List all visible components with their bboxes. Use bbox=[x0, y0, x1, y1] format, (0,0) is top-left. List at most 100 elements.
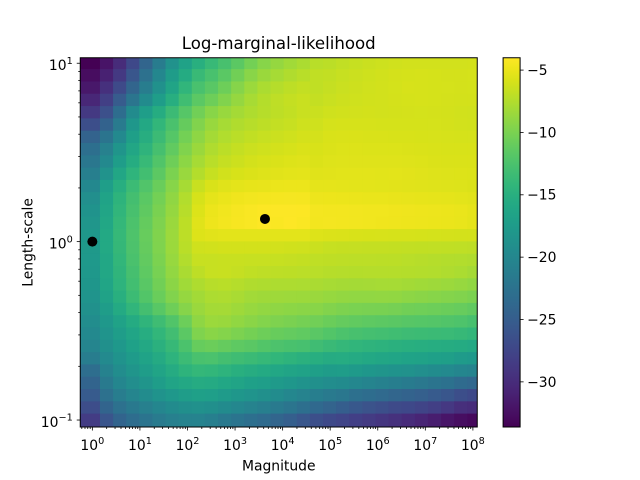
heatmap-cell bbox=[99, 302, 114, 316]
heatmap-cell bbox=[454, 216, 468, 230]
heatmap-cell bbox=[309, 389, 324, 402]
heatmap-cell bbox=[349, 266, 363, 279]
heatmap-cell bbox=[441, 389, 455, 402]
heatmap-cell bbox=[139, 253, 154, 267]
heatmap-cell bbox=[427, 69, 442, 83]
heatmap-cell bbox=[349, 253, 363, 267]
heatmap-cell bbox=[113, 278, 127, 292]
heatmap-cell bbox=[362, 167, 377, 181]
heatmap-cell bbox=[126, 106, 140, 119]
heatmap-cell bbox=[427, 118, 442, 132]
heatmap-cell bbox=[362, 57, 377, 70]
heatmap-cell bbox=[296, 315, 311, 329]
heatmap-cell bbox=[427, 81, 442, 95]
heatmap-cell bbox=[99, 57, 114, 70]
heatmap-cell bbox=[178, 167, 193, 181]
heatmap-cell bbox=[270, 339, 285, 353]
heatmap-cell bbox=[99, 352, 114, 366]
heatmap-cell bbox=[401, 278, 416, 292]
heatmap-cell bbox=[441, 179, 455, 193]
heatmap-cell bbox=[99, 241, 114, 255]
heatmap-cell bbox=[126, 192, 140, 206]
heatmap-cell bbox=[139, 352, 154, 366]
heatmap-cell bbox=[113, 106, 127, 119]
heatmap-cell bbox=[191, 302, 206, 316]
heatmap-cell bbox=[349, 389, 363, 402]
heatmap-cell bbox=[165, 327, 180, 341]
heatmap-cell bbox=[139, 142, 154, 156]
heatmap-cell bbox=[454, 167, 468, 181]
heatmap-cell bbox=[244, 142, 259, 156]
heatmap-cell bbox=[283, 241, 298, 255]
heatmap-cell bbox=[152, 327, 167, 341]
heatmap-cell bbox=[336, 142, 350, 156]
heatmap-cell bbox=[427, 401, 442, 415]
heatmap-cell bbox=[139, 302, 154, 316]
heatmap-cell bbox=[362, 142, 377, 156]
heatmap-cell bbox=[218, 155, 232, 169]
heatmap-cell bbox=[414, 290, 429, 304]
heatmap-cell bbox=[283, 142, 298, 156]
heatmap-cell bbox=[113, 266, 127, 279]
heatmap-cell bbox=[309, 229, 324, 242]
heatmap-cell bbox=[126, 376, 140, 390]
heatmap-cell bbox=[427, 241, 442, 255]
heatmap-cell bbox=[336, 167, 350, 181]
heatmap-cell bbox=[80, 130, 101, 144]
heatmap-cell bbox=[427, 179, 442, 193]
heatmap-cell bbox=[80, 339, 101, 353]
heatmap-cell bbox=[323, 266, 337, 279]
heatmap-cell bbox=[309, 290, 324, 304]
heatmap-cell bbox=[362, 69, 377, 83]
heatmap-cell bbox=[362, 241, 377, 255]
heatmap-cell bbox=[231, 290, 245, 304]
heatmap-cell bbox=[427, 106, 442, 119]
heatmap-cell bbox=[139, 179, 154, 193]
heatmap-cell bbox=[204, 167, 219, 181]
heatmap-cell bbox=[323, 339, 337, 353]
heatmap-cell bbox=[270, 389, 285, 402]
heatmap-cell bbox=[126, 389, 140, 402]
heatmap-cell bbox=[126, 364, 140, 378]
heatmap-cell bbox=[427, 155, 442, 169]
heatmap-cell bbox=[296, 389, 311, 402]
heatmap-cell bbox=[401, 167, 416, 181]
heatmap-cell bbox=[309, 401, 324, 415]
heatmap-cell bbox=[362, 229, 377, 242]
heatmap-cell bbox=[454, 204, 468, 218]
heatmap-cell bbox=[349, 229, 363, 242]
heatmap-cell bbox=[126, 216, 140, 230]
heatmap-cell bbox=[296, 130, 311, 144]
heatmap-cell bbox=[231, 192, 245, 206]
heatmap-cell bbox=[99, 118, 114, 132]
heatmap-cell bbox=[113, 401, 127, 415]
heatmap-cell bbox=[336, 204, 350, 218]
heatmap-cell bbox=[283, 352, 298, 366]
heatmap-cell bbox=[244, 352, 259, 366]
heatmap-cell bbox=[296, 253, 311, 267]
heatmap-cell bbox=[441, 315, 455, 329]
heatmap-cell bbox=[296, 167, 311, 181]
heatmap-cell bbox=[401, 327, 416, 341]
heatmap-cell bbox=[126, 142, 140, 156]
heatmap-cell bbox=[218, 81, 232, 95]
heatmap-cell bbox=[349, 204, 363, 218]
heatmap-cell bbox=[204, 142, 219, 156]
heatmap-cell bbox=[80, 179, 101, 193]
heatmap-cell bbox=[441, 290, 455, 304]
heatmap-cell bbox=[257, 118, 272, 132]
heatmap-cell bbox=[139, 413, 154, 427]
heatmap-cell bbox=[283, 266, 298, 279]
heatmap-cell bbox=[467, 413, 478, 427]
x-tick-label-exponent: 8 bbox=[479, 436, 485, 447]
heatmap-cell bbox=[257, 315, 272, 329]
heatmap-cell bbox=[165, 339, 180, 353]
heatmap-cell bbox=[244, 229, 259, 242]
heatmap-cell bbox=[218, 130, 232, 144]
heatmap-cell bbox=[80, 142, 101, 156]
heatmap-cell bbox=[204, 69, 219, 83]
heatmap-cell bbox=[467, 376, 478, 390]
heatmap-cell bbox=[336, 69, 350, 83]
heatmap-cell bbox=[191, 327, 206, 341]
heatmap-cell bbox=[375, 142, 390, 156]
